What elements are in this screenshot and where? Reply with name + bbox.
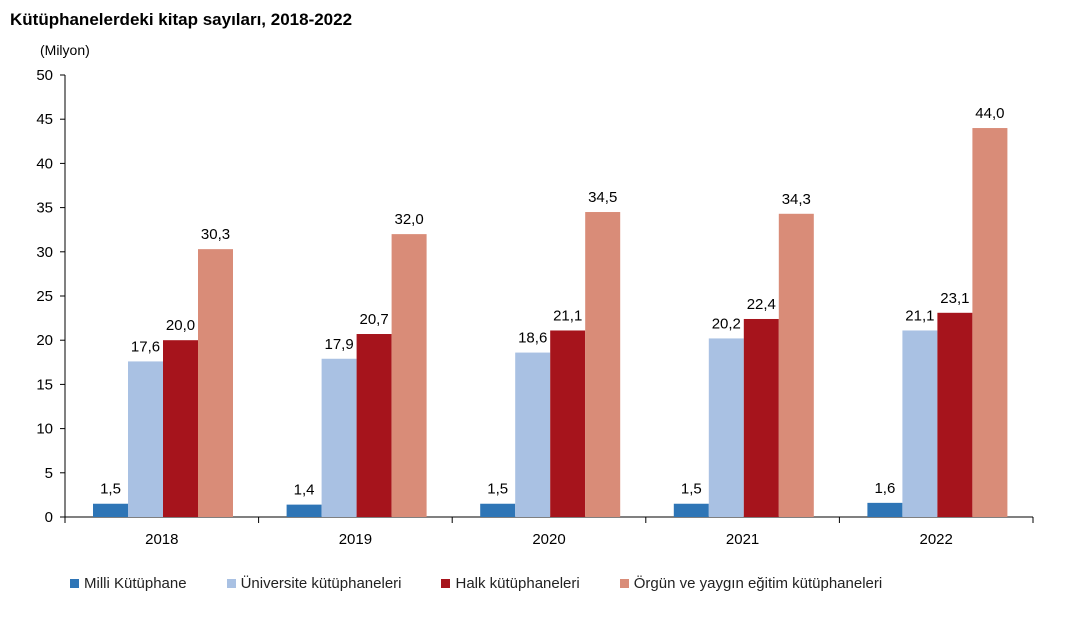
data-label: 20,2 <box>712 315 741 332</box>
data-label: 1,4 <box>294 482 315 499</box>
legend-item-universite: Üniversite kütüphaneleri <box>226 575 402 592</box>
bar <box>93 503 128 517</box>
data-label: 34,3 <box>782 191 811 208</box>
legend-item-milli: Milli Kütüphane <box>70 575 187 592</box>
y-tick-label: 5 <box>45 465 53 482</box>
bar <box>902 330 938 517</box>
y-tick-label: 35 <box>36 200 53 217</box>
data-label: 20,0 <box>166 317 195 334</box>
y-tick-label: 45 <box>36 111 53 128</box>
data-label: 17,9 <box>324 336 353 353</box>
data-label: 1,5 <box>487 481 508 498</box>
data-label: 32,0 <box>394 211 423 228</box>
y-tick-label: 40 <box>36 155 53 172</box>
legend: Milli Kütüphane Üniversite kütüphaneleri… <box>70 575 922 592</box>
x-tick-label: 2020 <box>532 531 565 548</box>
bar <box>972 128 1008 518</box>
bar <box>708 338 744 517</box>
bar <box>286 504 322 517</box>
bar <box>356 334 392 517</box>
bar <box>163 340 198 517</box>
data-label: 1,5 <box>100 481 121 498</box>
x-tick-label: 2018 <box>145 531 178 548</box>
legend-label: Örgün ve yaygın eğitim kütüphaneleri <box>633 575 883 592</box>
data-label: 17,6 <box>131 338 160 355</box>
chart-title: Kütüphanelerdeki kitap sayıları, 2018-20… <box>10 10 353 29</box>
legend-swatch <box>441 579 451 588</box>
data-label: 1,6 <box>874 480 895 497</box>
data-label: 44,0 <box>975 105 1004 122</box>
y-tick-label: 10 <box>36 421 53 438</box>
y-tick-label: 30 <box>36 244 53 261</box>
legend-label: Üniversite kütüphaneleri <box>240 575 402 592</box>
data-label: 1,5 <box>681 481 702 498</box>
legend-swatch <box>226 579 236 588</box>
bar <box>480 503 516 517</box>
y-axis-unit-label: (Milyon) <box>40 42 90 58</box>
bar <box>778 213 814 517</box>
legend-swatch <box>619 579 629 588</box>
legend-label: Halk kütüphaneleri <box>455 575 580 592</box>
y-tick-label: 25 <box>36 288 53 305</box>
x-tick-label: 2022 <box>920 531 953 548</box>
y-tick-label: 50 <box>36 67 53 84</box>
bar <box>867 502 903 517</box>
bar <box>321 358 357 517</box>
x-tick-label: 2019 <box>339 531 372 548</box>
bar <box>673 503 709 517</box>
data-label: 30,3 <box>201 226 230 243</box>
bar <box>937 312 973 517</box>
bar <box>550 330 586 517</box>
legend-swatch <box>70 579 79 588</box>
data-label: 21,1 <box>553 307 582 324</box>
y-tick-label: 20 <box>36 332 53 349</box>
data-label: 21,1 <box>905 307 934 324</box>
y-tick-label: 15 <box>36 376 53 393</box>
x-tick-label: 2021 <box>726 531 759 548</box>
bar <box>128 361 163 517</box>
data-label: 23,1 <box>940 290 969 307</box>
data-label: 34,5 <box>588 189 617 206</box>
data-label: 18,6 <box>518 330 547 347</box>
legend-item-halk: Halk kütüphaneleri <box>441 575 580 592</box>
bar <box>515 352 551 517</box>
bar <box>743 318 779 517</box>
bar <box>391 234 427 517</box>
y-tick-label: 0 <box>45 509 53 526</box>
data-label: 22,4 <box>747 296 776 313</box>
legend-item-orgun: Örgün ve yaygın eğitim kütüphaneleri <box>619 575 883 592</box>
data-label: 20,7 <box>359 311 388 328</box>
bar <box>585 212 621 517</box>
bar <box>198 249 233 517</box>
legend-label: Milli Kütüphane <box>84 575 187 592</box>
